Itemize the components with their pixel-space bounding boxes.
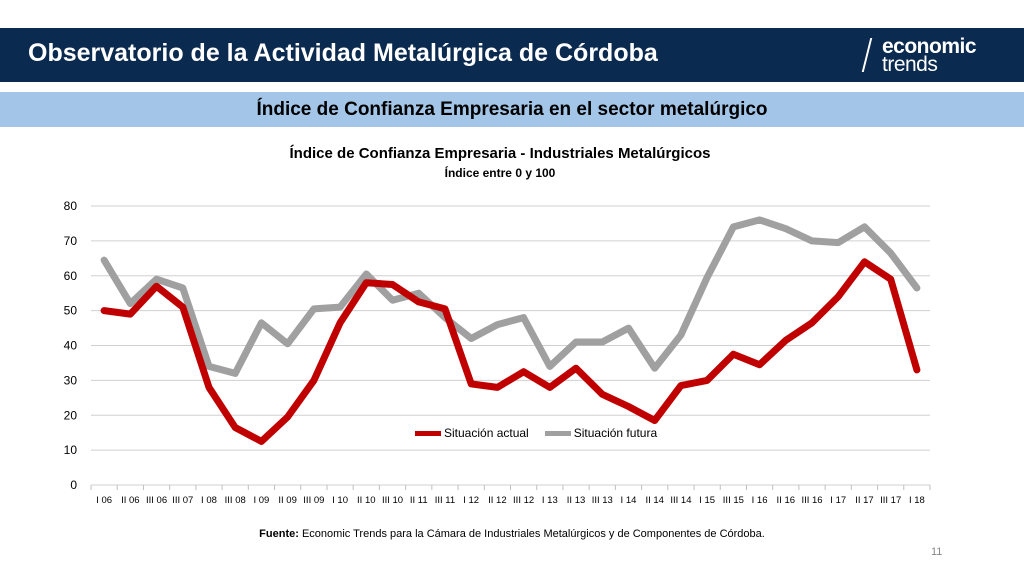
x-tick-label: III 07 xyxy=(172,495,193,506)
x-tick-label: III 17 xyxy=(880,495,901,506)
y-tick-label: 60 xyxy=(64,269,78,283)
chart-legend: Situación actual Situación futura xyxy=(415,426,673,440)
source-note: Fuente: Economic Trends para la Cámara d… xyxy=(0,528,1024,540)
x-tick-label: I 12 xyxy=(463,495,479,506)
x-tick-label: I 15 xyxy=(699,495,715,506)
header-bar: Observatorio de la Actividad Metalúrgica… xyxy=(0,28,1024,82)
y-tick-label: 20 xyxy=(64,408,78,422)
x-tick-label: II 12 xyxy=(488,495,507,506)
x-tick-label: III 15 xyxy=(723,495,744,506)
y-tick-label: 70 xyxy=(64,234,78,248)
logo-text-line2: trends xyxy=(882,53,938,76)
x-tick-label: III 14 xyxy=(670,495,691,506)
x-tick-label: I 18 xyxy=(909,495,925,506)
chart-subtitle: Índice entre 0 y 100 xyxy=(444,166,556,180)
x-tick-label: II 06 xyxy=(121,495,140,506)
x-tick-label: I 16 xyxy=(752,495,768,506)
x-tick-label: I 06 xyxy=(96,495,112,506)
legend-swatch-futura xyxy=(544,430,571,436)
x-tick-label: II 17 xyxy=(855,495,874,506)
legend-item-futura: Situación futura xyxy=(544,426,658,440)
logo-text-line1: economic xyxy=(882,35,977,58)
x-tick-label: II 11 xyxy=(410,495,428,506)
section-title: Índice de Confianza Empresaria en el sec… xyxy=(256,99,768,120)
legend-label-actual: Situación actual xyxy=(444,426,529,440)
source-text: Economic Trends para la Cámara de Indust… xyxy=(301,528,765,540)
x-tick-label: II 13 xyxy=(567,495,586,506)
x-tick-label: III 10 xyxy=(382,495,403,506)
x-tick-label: II 16 xyxy=(777,495,796,506)
y-tick-label: 50 xyxy=(64,304,78,318)
legend-swatch-actual xyxy=(415,430,441,436)
x-tick-label: II 14 xyxy=(645,495,664,506)
y-tick-label: 10 xyxy=(64,443,78,457)
y-tick-label: 0 xyxy=(70,478,77,492)
x-tick-label: III 06 xyxy=(146,495,167,506)
y-tick-label: 40 xyxy=(64,339,78,353)
x-tick-label: III 11 xyxy=(435,495,455,506)
x-tick-label: I 10 xyxy=(332,495,348,506)
chart-title: Índice de Confianza Empresaria - Industr… xyxy=(289,145,711,162)
x-tick-label: III 16 xyxy=(801,495,822,506)
x-tick-label: III 09 xyxy=(303,495,324,506)
legend-item-actual: Situación actual xyxy=(415,426,529,440)
x-tick-label: I 14 xyxy=(621,495,637,506)
x-tick-label: I 13 xyxy=(542,495,558,506)
section-band: Índice de Confianza Empresaria en el sec… xyxy=(0,92,1024,127)
x-tick-label: I 08 xyxy=(201,495,217,506)
page-title: Observatorio de la Actividad Metalúrgica… xyxy=(28,39,658,67)
x-tick-label: III 08 xyxy=(225,495,246,506)
y-tick-label: 80 xyxy=(64,199,78,213)
x-tick-label: I 09 xyxy=(253,495,269,506)
x-tick-label: II 09 xyxy=(278,495,297,506)
series-line-situacion-futura xyxy=(100,216,921,377)
x-tick-label: III 12 xyxy=(513,495,534,506)
page-number: 11 xyxy=(931,546,943,558)
y-tick-label: 30 xyxy=(64,373,78,387)
legend-label-futura: Situación futura xyxy=(573,426,658,440)
x-tick-label: II 10 xyxy=(357,495,376,506)
source-label: Fuente: xyxy=(259,528,299,540)
x-tick-label: III 13 xyxy=(592,495,613,506)
series-line-situacion-actual xyxy=(100,258,921,445)
economic-trends-logo: economic trends xyxy=(861,34,1014,78)
x-tick-label: I 17 xyxy=(830,495,846,506)
